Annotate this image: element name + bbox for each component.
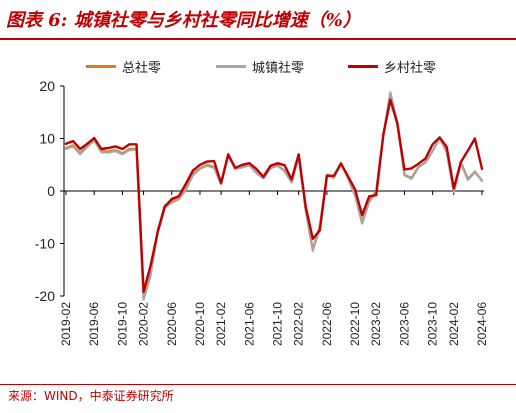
y-tick-label: 10 (39, 131, 55, 147)
y-tick-label: 0 (47, 183, 55, 199)
x-tick-label: 2022-06 (320, 302, 334, 346)
chart-legend: 总社零 城镇社零 乡村社零 (86, 55, 506, 77)
legend-swatch-total (86, 65, 116, 68)
legend-swatch-rural (348, 65, 378, 68)
x-tick-label: 2020-10 (193, 302, 207, 346)
y-tick-label: -20 (35, 288, 55, 304)
line-chart: 20 10 0 -10 -20 2019-02 2019-06 2019-10 2020-02 2… (35, 78, 489, 346)
series-line-2 (64, 91, 484, 301)
x-tick-label: 2022-10 (348, 302, 362, 346)
legend-label-rural: 乡村社零 (384, 61, 437, 76)
x-tick-label: 2024-06 (475, 302, 489, 346)
series-line-3 (64, 98, 484, 293)
x-tick-label: 2020-06 (165, 302, 179, 346)
x-tick-label: 2019-10 (115, 302, 129, 346)
legend-swatch-urban (216, 65, 246, 68)
x-tick-label: 2020-02 (137, 302, 151, 346)
series-line-1 (64, 93, 484, 300)
x-tick-label: 2022-02 (292, 302, 306, 346)
x-tick-label: 2021-02 (214, 302, 228, 346)
x-tick-label: 2024-02 (447, 302, 461, 346)
x-tick-label: 2019-02 (59, 302, 73, 346)
source-note: 来源：WIND，中泰证券研究所 (8, 389, 174, 403)
y-tick-label: -10 (35, 236, 55, 252)
legend-label-total: 总社零 (122, 61, 162, 76)
x-tick-label: 2019-06 (87, 302, 101, 346)
legend-label-urban: 城镇社零 (252, 61, 305, 76)
x-tick-label: 2023-10 (426, 302, 440, 346)
title-divider (0, 38, 516, 40)
chart-title: 图表 6: 城镇社零与乡村社零同比增速（%） (6, 10, 361, 31)
x-tick-label: 2021-10 (271, 302, 285, 346)
x-tick-label: 2021-06 (242, 302, 256, 346)
source-divider (0, 384, 516, 385)
y-tick-label: 20 (39, 78, 55, 94)
x-tick-label: 2023-02 (369, 302, 383, 346)
x-tick-label: 2023-06 (397, 302, 411, 346)
